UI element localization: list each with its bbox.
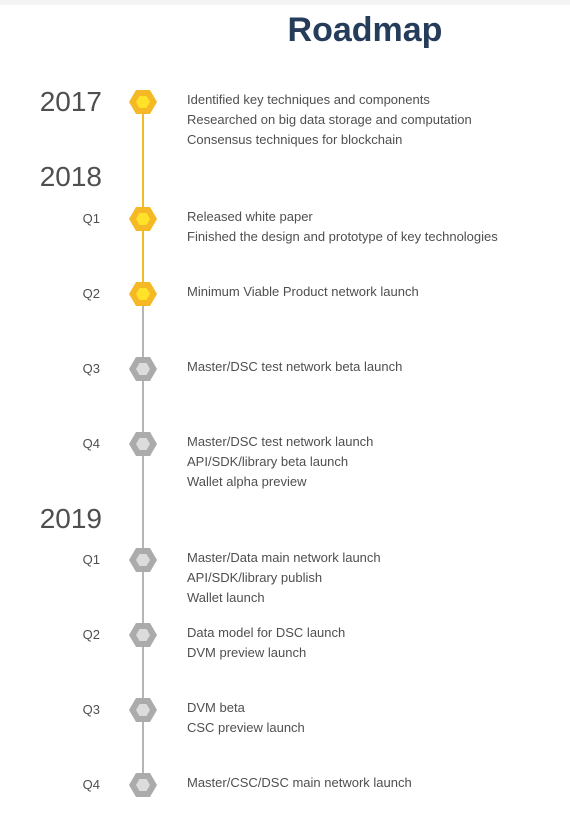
milestone-item: Master/Data main network launch (187, 550, 381, 565)
milestone-items: Master/Data main network launch API/SDK/… (187, 548, 381, 608)
page-title: Roadmap (287, 11, 443, 49)
milestone-done-hexagon-icon (128, 87, 158, 117)
milestone-item: Master/CSC/DSC main network launch (187, 775, 412, 790)
milestone-items: Master/CSC/DSC main network launch (187, 773, 412, 793)
milestone-items: Data model for DSC launch DVM preview la… (187, 623, 345, 663)
milestone-item: Data model for DSC launch (187, 625, 346, 640)
milestone-item: Wallet launch (187, 590, 265, 605)
milestone-items: Released white paper Finished the design… (187, 207, 498, 247)
milestone-item: Finished the design and prototype of key… (187, 229, 498, 244)
milestone-items: Master/DSC test network launch API/SDK/l… (187, 432, 373, 492)
milestone-pending-hexagon-icon (128, 620, 158, 650)
milestone-pending-hexagon-icon (128, 545, 158, 575)
timeline-line-upcoming (142, 293, 144, 786)
milestone-item: Wallet alpha preview (187, 474, 307, 489)
quarter-label: Q2 (82, 286, 100, 301)
quarter-label: Q4 (82, 436, 100, 451)
milestone-item: DVM beta (187, 700, 245, 715)
quarter-label: Q2 (82, 627, 100, 642)
quarter-label: Q1 (82, 552, 100, 567)
milestone-items: DVM beta CSC preview launch (187, 698, 305, 738)
milestone-items: Master/DSC test network beta launch (187, 357, 402, 377)
milestone-pending-hexagon-icon (128, 695, 158, 725)
milestone-items: Minimum Viable Product network launch (187, 282, 419, 302)
milestone-done-hexagon-icon (128, 204, 158, 234)
milestone-item: Consensus techniques for blockchain (187, 132, 403, 147)
year-label: 2018 (39, 161, 102, 192)
milestone-item: API/SDK/library publish (187, 570, 323, 585)
milestone-item: Master/DSC test network beta launch (187, 359, 403, 374)
milestone-item: CSC preview launch (187, 720, 305, 735)
milestone-pending-hexagon-icon (128, 354, 158, 384)
quarter-label: Q4 (82, 777, 100, 792)
milestone-pending-hexagon-icon (128, 770, 158, 800)
milestone-item: API/SDK/library beta launch (187, 454, 349, 469)
milestone-item: Released white paper (187, 209, 313, 224)
quarter-label: Q3 (82, 361, 100, 376)
milestone-item: Master/DSC test network launch (187, 434, 374, 449)
milestone-items: Identified key techniques and components… (187, 90, 472, 150)
milestone-item: Minimum Viable Product network launch (187, 284, 419, 299)
milestone-done-hexagon-icon (128, 279, 158, 309)
milestone-item: Identified key techniques and components (187, 92, 430, 107)
quarter-label: Q1 (82, 211, 100, 226)
top-divider (0, 0, 570, 5)
year-label: 2017 (39, 86, 102, 117)
milestone-pending-hexagon-icon (128, 429, 158, 459)
timeline-line-completed (142, 102, 144, 293)
milestone-item: Researched on big data storage and compu… (187, 112, 472, 127)
year-label: 2019 (39, 503, 102, 534)
quarter-label: Q3 (82, 702, 100, 717)
milestone-item: DVM preview launch (187, 645, 307, 660)
